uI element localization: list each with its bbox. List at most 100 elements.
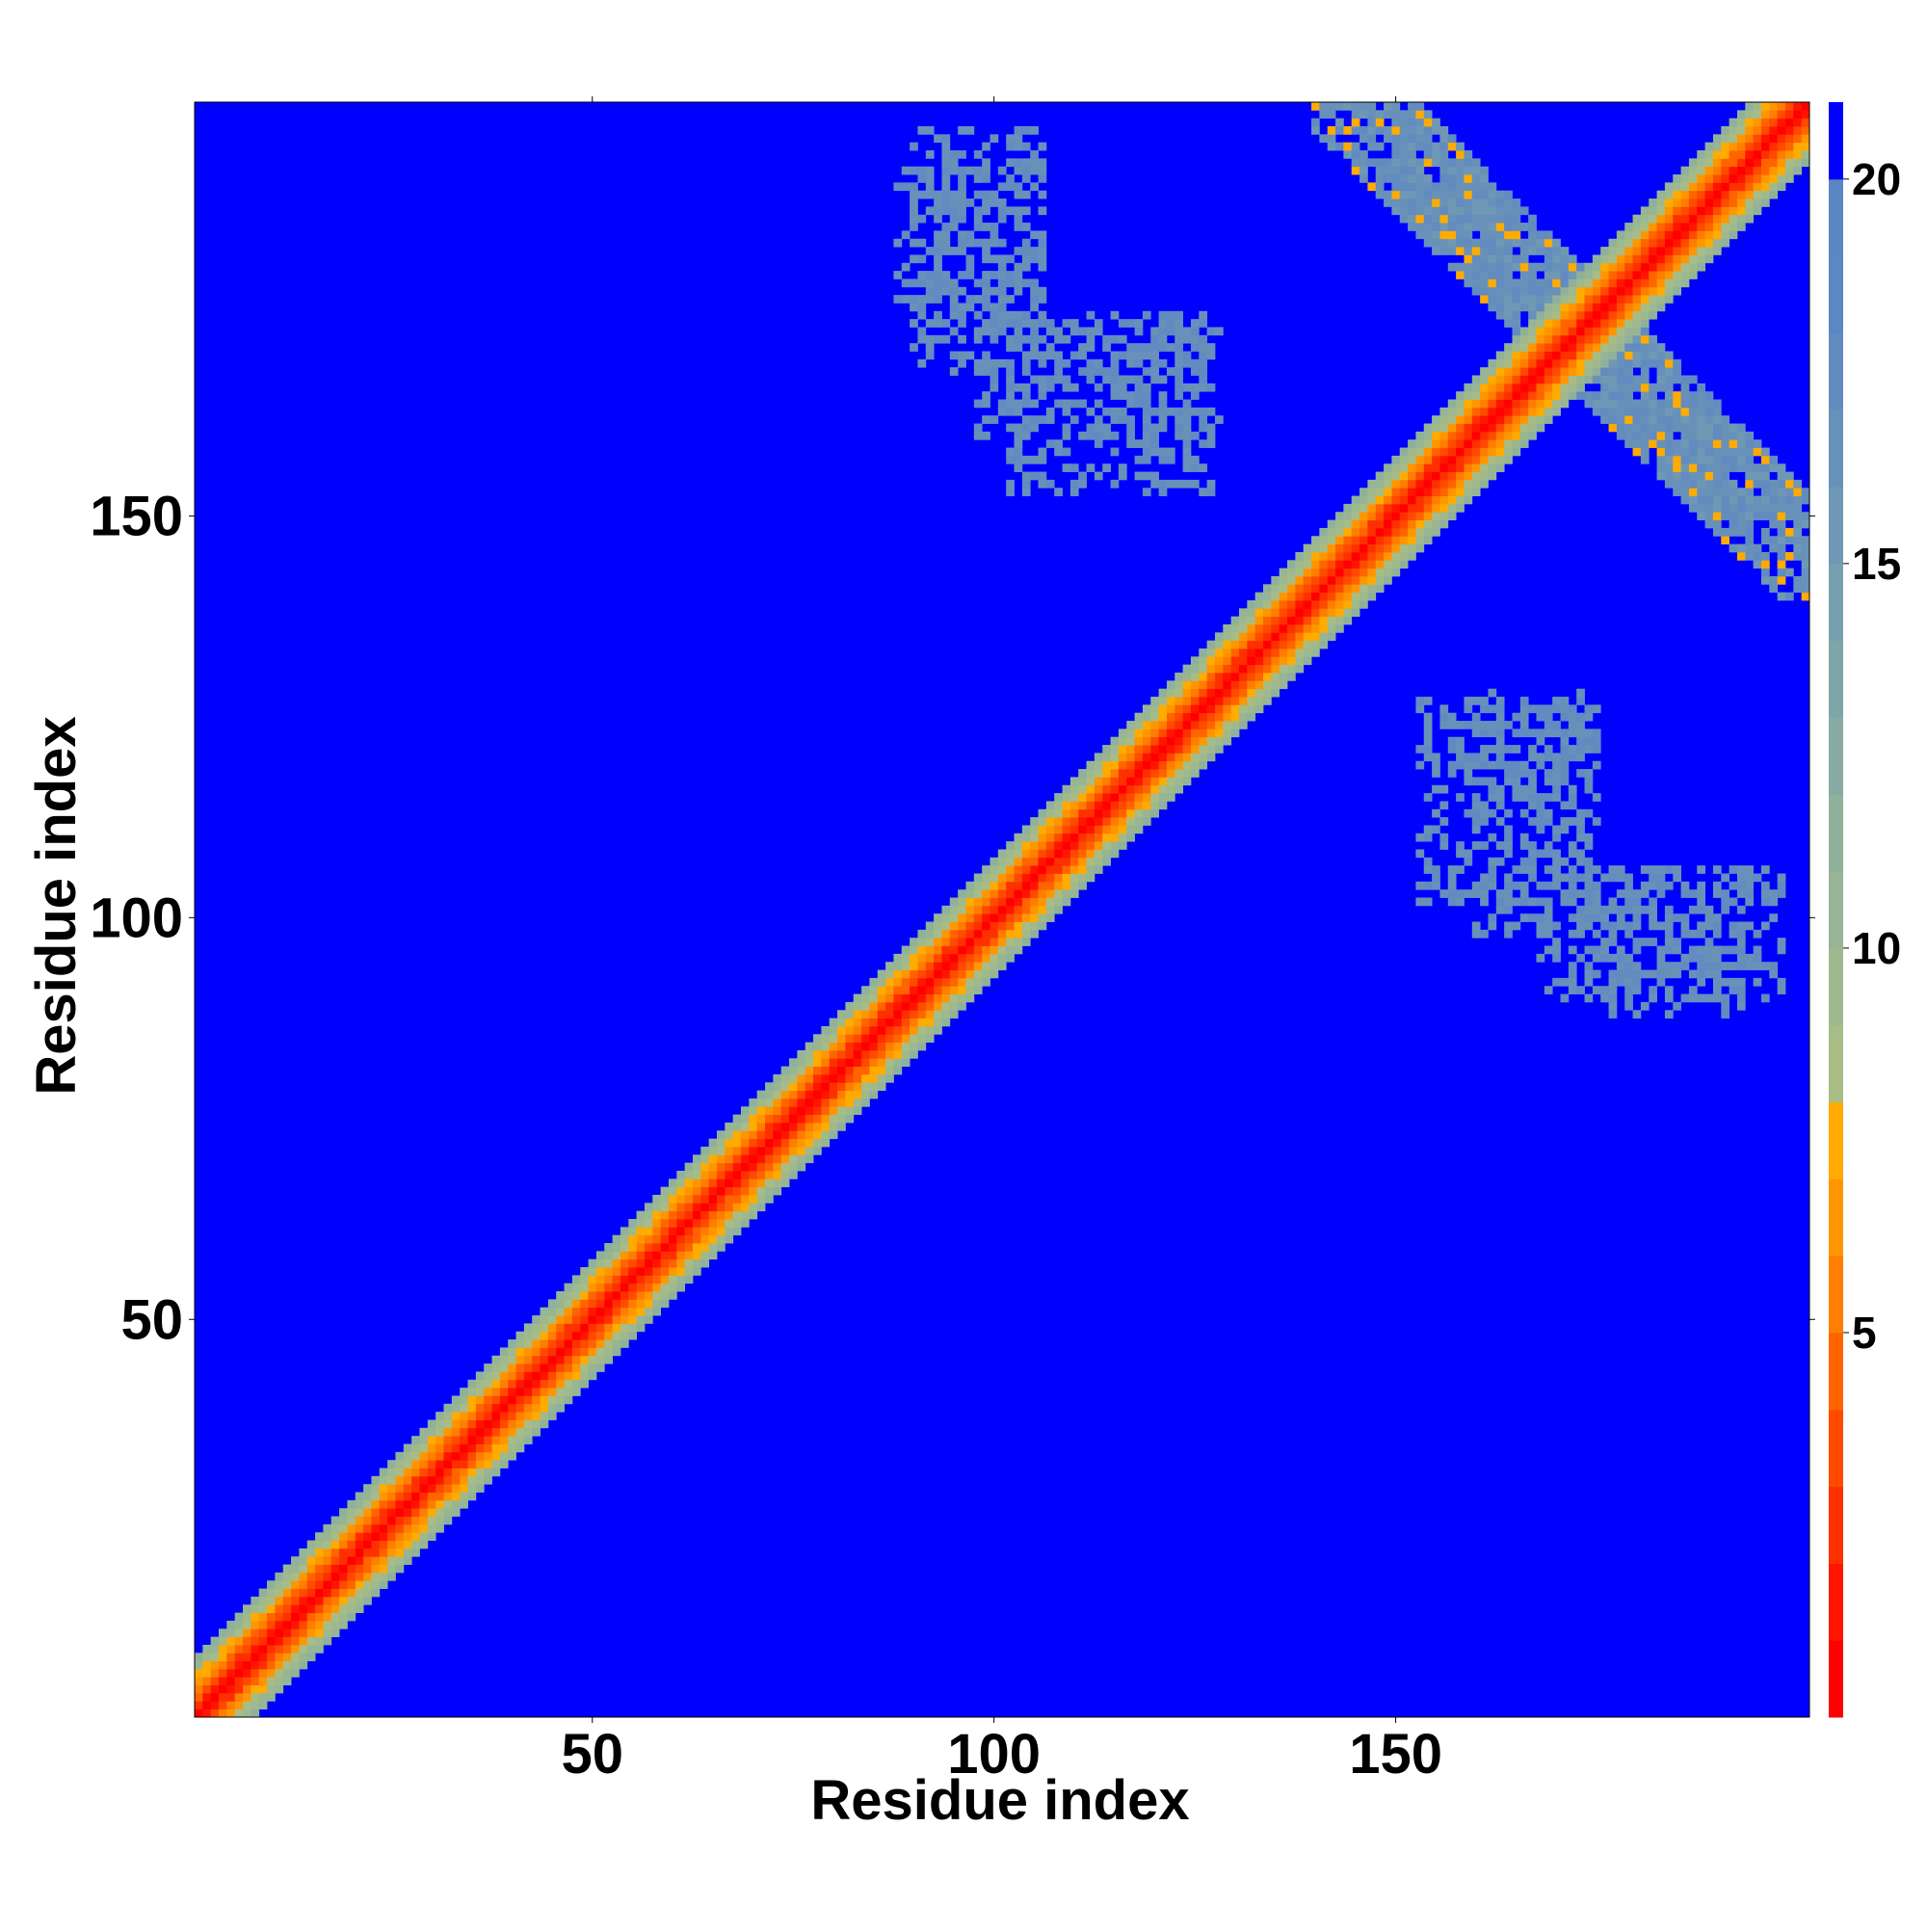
heatmap-cell: [1190, 664, 1200, 674]
heatmap-cell: [339, 1548, 348, 1557]
heatmap-cell: [451, 1492, 461, 1501]
heatmap-cell: [427, 1419, 436, 1429]
heatmap-cell: [1038, 142, 1047, 151]
heatmap-cell: [1254, 664, 1264, 674]
heatmap-cell: [620, 1339, 629, 1348]
heatmap-cell: [1102, 343, 1111, 352]
heatmap-cell: [1736, 142, 1746, 151]
heatmap-cell: [1512, 238, 1521, 248]
heatmap-cell: [1150, 808, 1159, 818]
heatmap-cell: [1519, 704, 1529, 714]
heatmap-cell: [973, 913, 983, 922]
heatmap-cell: [1519, 375, 1529, 384]
heatmap-cell: [234, 1612, 244, 1622]
heatmap-cell: [1399, 206, 1409, 216]
heatmap-cell: [1021, 367, 1031, 376]
heatmap-cell: [499, 1460, 509, 1469]
heatmap-cell: [499, 1443, 509, 1453]
heatmap-cell: [1206, 704, 1216, 714]
heatmap-cell: [571, 1315, 581, 1324]
heatmap-cell: [315, 1604, 324, 1613]
heatmap-cell: [1544, 817, 1553, 826]
heatmap-cell: [1447, 447, 1457, 457]
heatmap-cell: [363, 1548, 372, 1557]
heatmap-cell: [1680, 953, 1690, 963]
heatmap-cell: [1069, 841, 1079, 850]
heatmap-cell: [1801, 551, 1810, 561]
heatmap-cell: [1777, 551, 1786, 561]
heatmap-cell: [1038, 889, 1047, 898]
heatmap-cell: [1142, 423, 1151, 433]
heatmap-cell: [1375, 584, 1385, 594]
heatmap-cell: [1608, 303, 1618, 312]
heatmap-cell: [1021, 857, 1031, 866]
heatmap-cell: [540, 1331, 549, 1340]
heatmap-cell: [620, 1251, 629, 1260]
heatmap-cell: [1736, 198, 1746, 207]
heatmap-cell: [323, 1523, 332, 1533]
heatmap-cell: [1624, 407, 1633, 416]
heatmap-cell: [910, 1042, 918, 1051]
heatmap-cell: [1576, 319, 1585, 328]
heatmap-cell: [1432, 455, 1440, 464]
heatmap-cell: [700, 1195, 710, 1204]
heatmap-cell: [1247, 599, 1256, 609]
heatmap-cell: [1110, 833, 1120, 842]
heatmap-cell: [1680, 206, 1690, 216]
heatmap-cell: [925, 969, 935, 979]
heatmap-cell: [1190, 343, 1200, 352]
heatmap-cell: [1769, 126, 1779, 135]
heatmap-cell: [1640, 319, 1650, 328]
heatmap-cell: [1303, 656, 1312, 666]
heatmap-cell: [1760, 126, 1770, 135]
heatmap-cell: [765, 1082, 774, 1092]
heatmap-cell: [941, 247, 951, 255]
heatmap-cell: [1704, 150, 1714, 159]
heatmap-cell: [1464, 262, 1473, 272]
heatmap-cell: [1536, 849, 1545, 859]
heatmap-cell: [1343, 142, 1353, 151]
heatmap-cell: [1673, 238, 1681, 248]
heatmap-cell: [973, 938, 983, 946]
heatmap-cell: [1384, 102, 1392, 111]
heatmap-cell: [1030, 833, 1039, 842]
heatmap-cell: [725, 1203, 734, 1212]
heatmap-cell: [765, 1195, 774, 1204]
colorbar-tick-label: 20: [1852, 154, 1901, 204]
heatmap-cell: [1544, 303, 1553, 312]
heatmap-cell: [499, 1363, 509, 1372]
heatmap-cell: [371, 1484, 381, 1493]
heatmap-cell: [853, 1025, 862, 1035]
heatmap-cell: [869, 1042, 879, 1051]
heatmap-cell: [1069, 463, 1079, 472]
heatmap-cell: [1704, 439, 1714, 448]
heatmap-cell: [628, 1283, 638, 1292]
heatmap-cell: [1391, 150, 1401, 159]
heatmap-cell: [1688, 503, 1698, 513]
heatmap-cell: [732, 1203, 742, 1212]
heatmap-cell: [1704, 174, 1714, 183]
heatmap-cell: [1729, 929, 1738, 939]
heatmap-cell: [1656, 921, 1666, 931]
heatmap-cell: [1335, 584, 1344, 594]
heatmap-cell: [1142, 736, 1151, 746]
heatmap-cell: [484, 1460, 492, 1469]
heatmap-cell: [547, 1412, 557, 1420]
heatmap-cell: [910, 962, 918, 970]
heatmap-cell: [1030, 247, 1039, 255]
heatmap-cell: [243, 1628, 251, 1638]
heatmap-cell: [387, 1572, 396, 1581]
heatmap-cell: [990, 286, 999, 296]
heatmap-cell: [1086, 865, 1095, 874]
heatmap-cell: [1062, 383, 1071, 392]
heatmap-cell: [1760, 993, 1770, 1003]
heatmap-cell: [371, 1492, 381, 1501]
heatmap-cell: [267, 1644, 276, 1654]
heatmap-cell: [1069, 351, 1079, 360]
heatmap-cell: [1552, 343, 1561, 352]
heatmap-cell: [917, 166, 927, 175]
heatmap-cell: [1664, 962, 1674, 970]
heatmap-cell: [1069, 319, 1079, 328]
heatmap-cell: [1736, 150, 1746, 159]
heatmap-cell: [275, 1596, 284, 1605]
